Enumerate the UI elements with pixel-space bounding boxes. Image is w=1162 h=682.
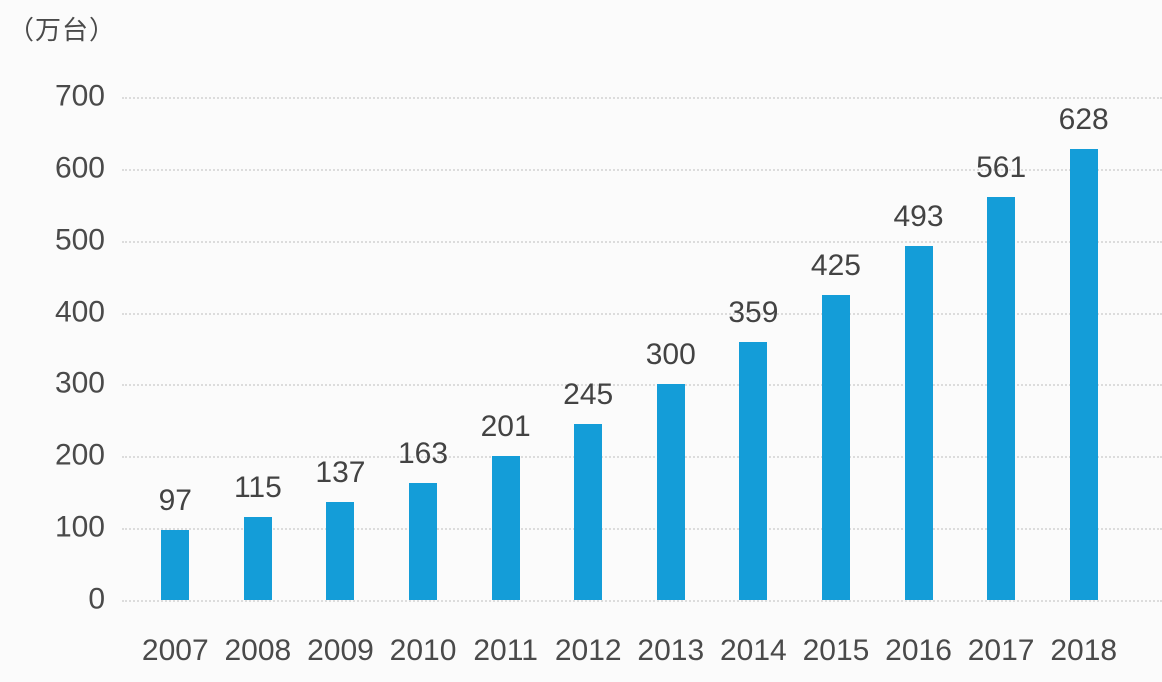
bar bbox=[739, 342, 768, 600]
bar-value-label: 137 bbox=[315, 455, 366, 489]
x-tick-label: 2017 bbox=[967, 634, 1035, 667]
x-tick-label: 2018 bbox=[1050, 634, 1118, 667]
x-tick-label: 2008 bbox=[224, 634, 292, 667]
x-tick-label: 2007 bbox=[141, 634, 209, 667]
bar bbox=[243, 517, 272, 600]
bar bbox=[409, 482, 438, 600]
gridline bbox=[122, 312, 1162, 315]
x-tick-label: 2014 bbox=[720, 634, 787, 667]
x-tick-label: 2011 bbox=[473, 634, 538, 667]
x-tick-label: 2015 bbox=[802, 634, 870, 667]
bar-value-label: 97 bbox=[158, 484, 192, 518]
bar-value-label: 561 bbox=[976, 150, 1027, 184]
x-tick-label: 2009 bbox=[307, 634, 374, 667]
y-tick-label: 100 bbox=[54, 510, 105, 544]
bar-value-label: 163 bbox=[398, 436, 449, 470]
x-tick-label: 2016 bbox=[885, 634, 952, 667]
bar bbox=[161, 530, 190, 600]
bar bbox=[904, 245, 933, 600]
bar-value-label: 245 bbox=[563, 377, 614, 411]
gridline bbox=[122, 600, 1162, 602]
y-tick-label: 0 bbox=[88, 582, 105, 616]
y-tick-label: 200 bbox=[54, 438, 105, 472]
bar bbox=[821, 294, 850, 600]
bar-value-label: 425 bbox=[810, 248, 861, 282]
gridline bbox=[122, 97, 1162, 99]
bar-value-label: 493 bbox=[893, 199, 944, 233]
bar bbox=[1069, 148, 1098, 600]
bar-value-label: 628 bbox=[1058, 102, 1109, 136]
y-axis-unit-label: （万台） bbox=[8, 15, 117, 45]
bar-value-label: 300 bbox=[645, 338, 696, 372]
x-tick-label: 2010 bbox=[389, 634, 457, 667]
bar bbox=[987, 196, 1016, 600]
x-tick-label: 2013 bbox=[637, 634, 705, 667]
gridline bbox=[122, 240, 1162, 243]
y-tick-label: 400 bbox=[54, 294, 105, 328]
bar bbox=[326, 501, 355, 600]
bar bbox=[491, 455, 520, 600]
y-tick-label: 600 bbox=[54, 151, 105, 185]
bar-value-label: 115 bbox=[233, 471, 282, 505]
y-tick-label: 500 bbox=[54, 223, 105, 257]
bar-value-label: 359 bbox=[728, 296, 779, 330]
gridline bbox=[122, 528, 1162, 531]
gridline bbox=[122, 168, 1162, 171]
bar bbox=[574, 423, 603, 600]
gridline bbox=[122, 384, 1162, 387]
y-tick-label: 700 bbox=[54, 79, 105, 113]
bar bbox=[656, 384, 685, 600]
bar-value-label: 201 bbox=[480, 409, 531, 443]
x-tick-label: 2012 bbox=[554, 634, 622, 667]
y-tick-label: 300 bbox=[54, 366, 105, 400]
gridline bbox=[122, 456, 1162, 459]
